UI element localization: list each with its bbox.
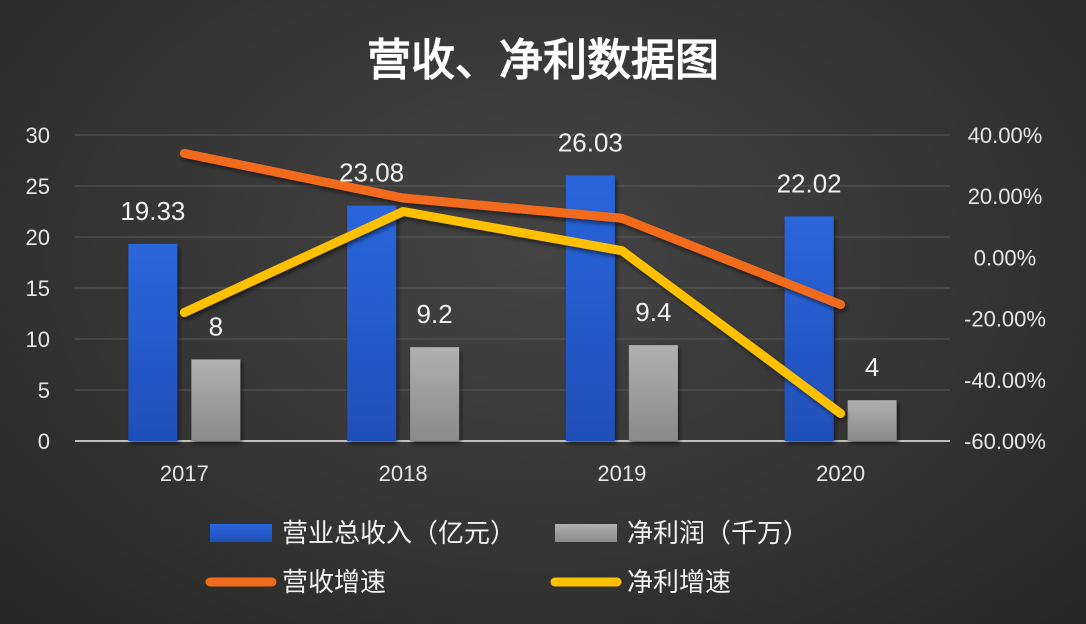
legend-label: 营业总收入（亿元） <box>282 519 516 549</box>
bar <box>410 347 460 441</box>
legend-swatch <box>210 524 272 542</box>
x-tick-label: 2017 <box>160 461 209 486</box>
series-line <box>179 148 846 310</box>
left-tick-label: 20 <box>26 225 50 250</box>
bar <box>347 205 397 441</box>
left-tick-label: 5 <box>38 378 50 403</box>
x-tick-label: 2019 <box>597 461 646 486</box>
right-tick-label: 20.00% <box>968 184 1043 209</box>
bar <box>191 359 241 441</box>
data-label: 9.2 <box>417 299 453 329</box>
left-tick-label: 0 <box>38 429 50 454</box>
left-tick-label: 10 <box>26 327 50 352</box>
right-tick-label: 40.00% <box>968 123 1043 148</box>
left-tick-label: 25 <box>26 174 50 199</box>
right-tick-label: 0.00% <box>974 245 1036 270</box>
data-label: 8 <box>209 311 223 341</box>
left-tick-label: 15 <box>26 276 50 301</box>
data-label: 26.03 <box>558 127 623 157</box>
data-label: 9.4 <box>635 297 671 327</box>
data-label: 19.33 <box>120 196 185 226</box>
series-line <box>179 207 846 418</box>
x-tick-label: 2018 <box>379 461 428 486</box>
legend-label: 净利增速 <box>627 568 731 598</box>
bar <box>128 243 178 441</box>
right-tick-label: -60.00% <box>964 429 1046 454</box>
legend-label: 净利润（千万） <box>627 519 809 549</box>
data-label: 22.02 <box>777 168 842 198</box>
chart-title: 营收、净利数据图 <box>367 35 719 86</box>
legend-swatch <box>555 524 617 542</box>
right-tick-label: -20.00% <box>964 307 1046 332</box>
right-tick-label: -40.00% <box>964 368 1046 393</box>
bar <box>847 400 897 441</box>
x-tick-label: 2020 <box>816 461 865 486</box>
bar <box>628 345 678 441</box>
data-label: 23.08 <box>339 158 404 188</box>
data-label: 4 <box>865 352 879 382</box>
legend-label: 营收增速 <box>282 568 386 598</box>
left-tick-label: 30 <box>26 123 50 148</box>
